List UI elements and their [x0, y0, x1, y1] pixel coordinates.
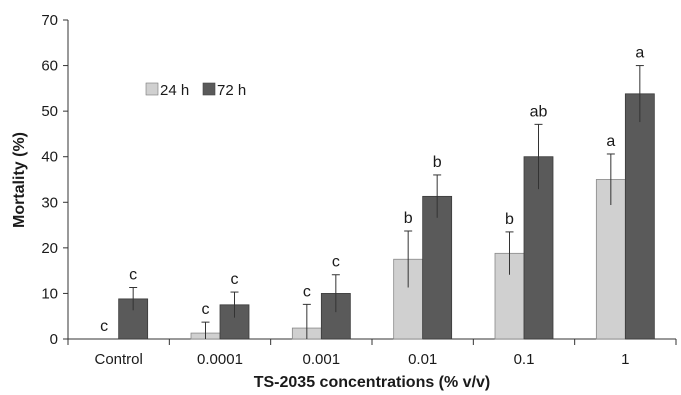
x-tick-label: 0.0001 [197, 351, 243, 368]
legend-label-72h: 72 h [217, 82, 246, 99]
significance-letter: c [100, 318, 108, 335]
legend-label-24h: 24 h [160, 82, 189, 99]
axes-group [67, 20, 676, 340]
x-axis-title: TS-2035 concentrations (% v/v) [254, 374, 491, 391]
x-tick-label: 1 [621, 351, 629, 368]
significance-letter: c [202, 301, 210, 318]
bar-72h-1 [624, 93, 655, 340]
significance-letter: c [129, 267, 137, 284]
x-tick-label: 0.1 [514, 351, 535, 368]
significance-letter: b [404, 210, 413, 227]
error-bars-group [129, 65, 644, 339]
significance-letter: b [505, 211, 514, 228]
significance-letter: a [606, 133, 615, 150]
x-tick-label: Control [94, 351, 142, 368]
significance-letter: c [231, 271, 239, 288]
y-tick-label: 30 [41, 194, 58, 211]
bar-72h-0.01 [422, 195, 453, 340]
x-tick-label: 0.01 [408, 351, 437, 368]
legend-swatch-72h [202, 82, 216, 96]
y-tick-label: 20 [41, 240, 58, 257]
legend-swatch-24h [145, 82, 159, 96]
ticks-group: 0 10 20 30 40 50 60 70 Control 0.0001 0.001 0.01 0.1… [41, 12, 677, 368]
bar-24h-1 [595, 179, 626, 340]
significance-letter: c [303, 283, 311, 300]
significance-letter: a [635, 45, 644, 62]
y-tick-label: 10 [41, 285, 58, 302]
y-tick-label: 70 [41, 12, 58, 29]
significance-letters-group: c c c b b a c c c b ab a [100, 45, 644, 335]
significance-letter: ab [530, 103, 548, 120]
y-tick-label: 50 [41, 103, 58, 120]
significance-letter: c [332, 254, 340, 271]
legend: 24 h 72 h [145, 82, 246, 99]
y-tick-label: 0 [50, 331, 58, 348]
y-axis-title: Mortality (%) [11, 132, 28, 228]
y-tick-label: 40 [41, 149, 58, 166]
y-tick-label: 60 [41, 58, 58, 75]
bars-group [118, 93, 655, 340]
bar-72h-Control [118, 298, 149, 340]
x-tick-label: 0.001 [303, 351, 341, 368]
significance-letter: b [433, 154, 442, 171]
